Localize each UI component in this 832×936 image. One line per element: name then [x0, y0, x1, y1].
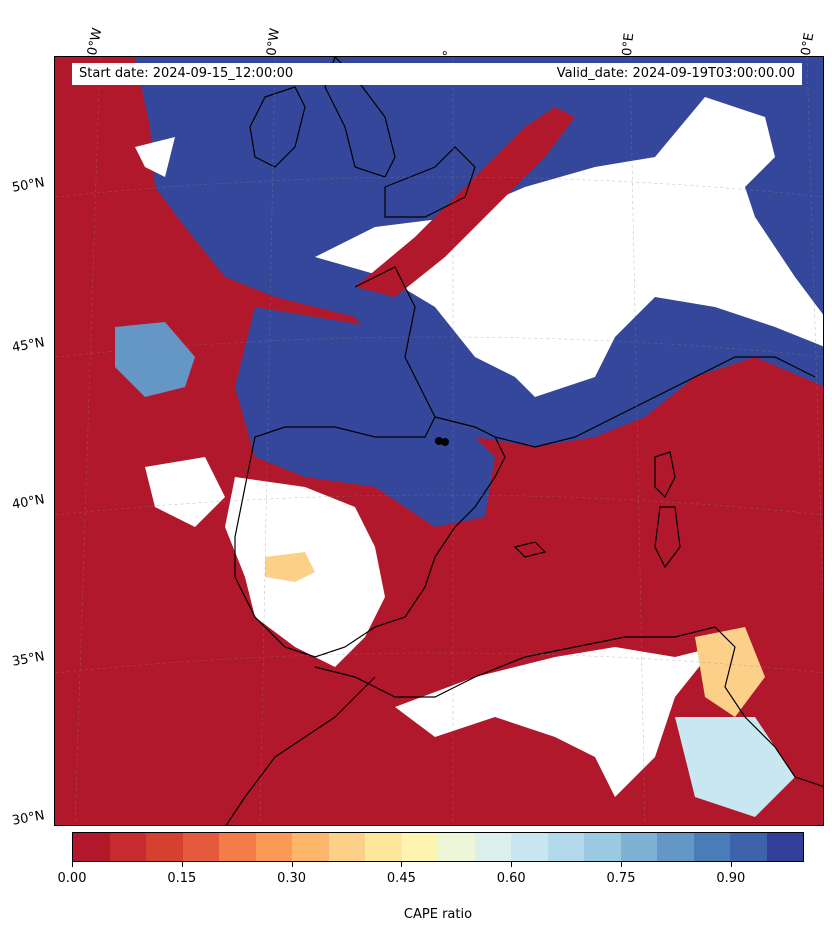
marker-dot	[435, 437, 443, 445]
colorbar-swatch	[730, 833, 767, 861]
colorbar-tick	[401, 862, 403, 867]
masked-area-atlantic-w	[145, 457, 225, 527]
colorbar-tick	[621, 862, 622, 867]
colorbar-swatch	[292, 833, 329, 861]
coastlines	[225, 57, 823, 825]
colorbar-tick	[181, 862, 183, 867]
graticule	[55, 57, 823, 825]
colorbar-swatch	[547, 833, 584, 861]
colorbar-swatch	[401, 833, 438, 861]
colorbar-tick-label: 0.75	[606, 871, 636, 886]
masked-area-atlantic-nw	[135, 137, 175, 177]
colorbar-swatch	[766, 833, 803, 861]
masked-area-north-africa	[395, 647, 715, 797]
start-date-label: Start date: 2024-09-15_12:00:00	[79, 66, 294, 81]
colorbar-tick-label: 0.45	[386, 871, 416, 886]
colorbar-swatch	[620, 833, 657, 861]
colorbar-tick	[730, 862, 732, 867]
lat-label-30n: 30°N	[10, 808, 46, 829]
colorbar-swatch	[109, 833, 146, 861]
colorbar-swatch	[73, 833, 110, 861]
colorbar-tick-label: 0.60	[496, 871, 526, 886]
date-header: Start date: 2024-09-15_12:00:00 Valid_da…	[72, 63, 802, 85]
colorbar	[72, 832, 804, 862]
lat-label-45n: 45°N	[10, 335, 46, 356]
colorbar-swatch	[146, 833, 183, 861]
lat-label-35n: 35°N	[10, 649, 46, 670]
colorbar-swatch	[365, 833, 402, 861]
colorbar-swatch	[219, 833, 256, 861]
colorbar-swatch	[328, 833, 365, 861]
colorbar-tick	[72, 862, 73, 867]
marker-dot	[441, 438, 449, 446]
colorbar-tick-label: 0.15	[167, 871, 197, 886]
colorbar-swatch	[657, 833, 694, 861]
colorbar-swatch	[438, 833, 475, 861]
mid-ratio-patch-atlantic	[115, 322, 195, 397]
lat-label-40n: 40°N	[10, 492, 46, 513]
masked-area-france-alps	[315, 97, 823, 397]
low-ratio-streak-north	[355, 107, 575, 297]
mid-ratio-patch-tunisia	[695, 627, 765, 717]
cape-ratio-map	[54, 56, 824, 826]
colorbar-tick-label: 0.90	[716, 871, 746, 886]
colorbar-tick	[511, 862, 513, 867]
lat-label-50n: 50°N	[10, 175, 46, 196]
mid-ratio-patch-sahara	[675, 717, 795, 817]
colorbar-swatch	[474, 833, 511, 861]
colorbar-tick	[291, 862, 293, 867]
high-ratio-region-iberia	[235, 307, 495, 527]
colorbar-swatch	[255, 833, 292, 861]
mid-ratio-patch-south-iberia	[265, 552, 315, 582]
colorbar-swatch	[693, 833, 730, 861]
colorbar-swatch	[511, 833, 548, 861]
colorbar-label: CAPE ratio	[403, 907, 473, 922]
valid-date-label: Valid_date: 2024-09-19T03:00:00.00	[556, 66, 795, 81]
colorbar-tick-label: 0.00	[57, 871, 87, 886]
colorbar-tick-label: 0.30	[277, 871, 307, 886]
colorbar-swatch	[182, 833, 219, 861]
colorbar-swatch	[584, 833, 621, 861]
